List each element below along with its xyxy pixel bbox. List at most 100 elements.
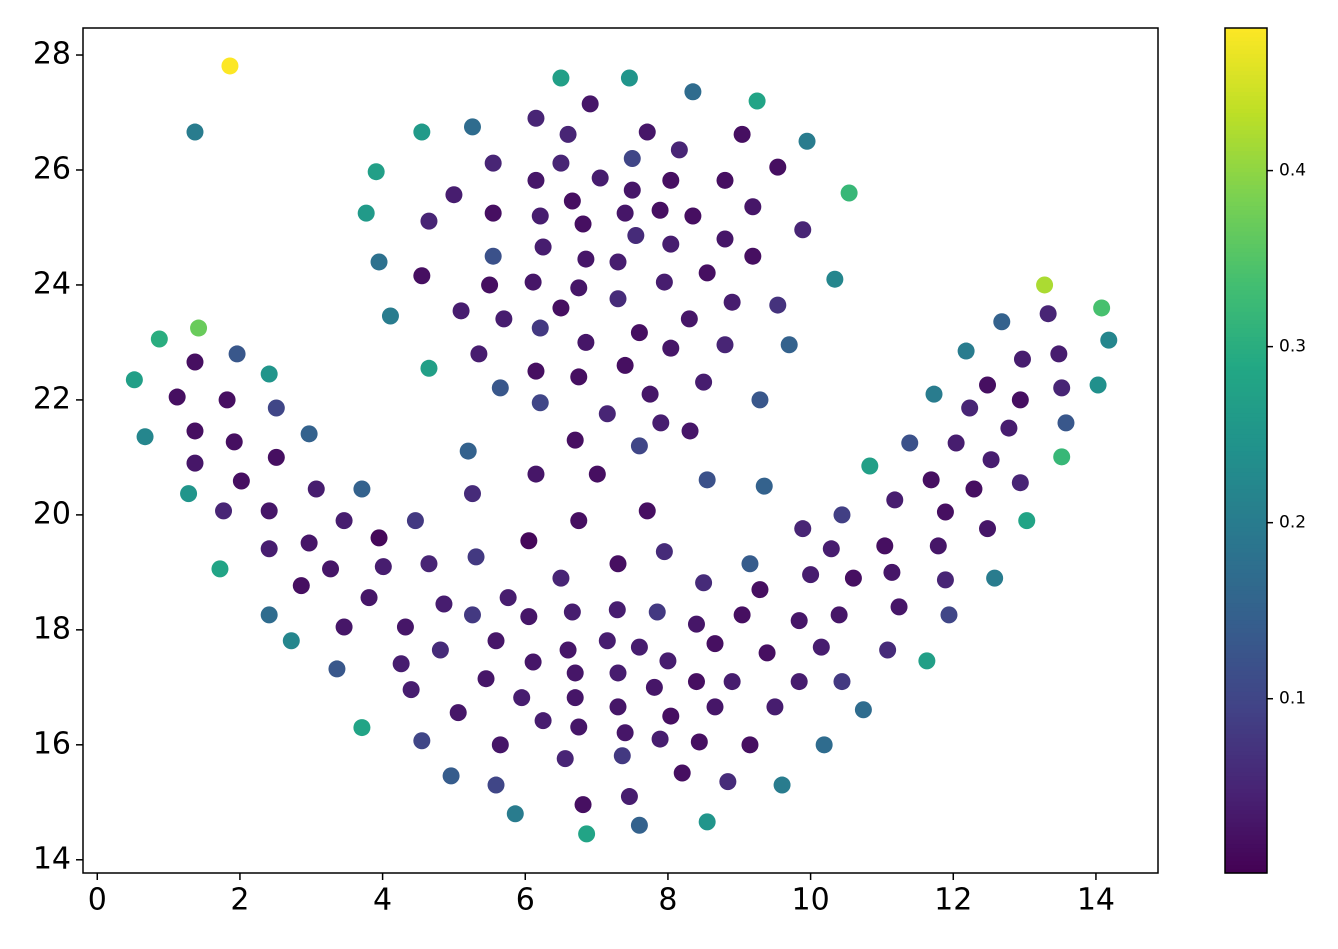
point bbox=[527, 465, 545, 483]
colorbar-gradient bbox=[1225, 344, 1267, 350]
point bbox=[598, 405, 616, 423]
point bbox=[136, 428, 154, 446]
point bbox=[659, 652, 677, 670]
point bbox=[467, 548, 485, 566]
point bbox=[706, 635, 724, 653]
colorbar-gradient bbox=[1225, 99, 1267, 105]
point bbox=[648, 603, 666, 621]
colorbar-gradient bbox=[1225, 822, 1267, 828]
point bbox=[481, 276, 499, 294]
colorbar-gradient bbox=[1225, 475, 1267, 481]
colorbar-gradient bbox=[1225, 349, 1267, 354]
point bbox=[484, 247, 502, 265]
point bbox=[463, 118, 481, 136]
colorbar-gradient bbox=[1225, 125, 1267, 130]
point bbox=[484, 154, 502, 172]
point bbox=[673, 764, 691, 782]
point bbox=[125, 371, 143, 389]
point bbox=[563, 603, 581, 621]
colorbar-gradient bbox=[1225, 758, 1267, 764]
point bbox=[1089, 376, 1107, 394]
colorbar-gradient bbox=[1225, 294, 1267, 299]
colorbar-gradient bbox=[1225, 792, 1267, 798]
colorbar-gradient bbox=[1225, 627, 1267, 633]
colorbar-gradient bbox=[1225, 74, 1267, 80]
colorbar-gradient bbox=[1225, 273, 1267, 278]
colorbar-gradient bbox=[1225, 720, 1267, 726]
colorbar-gradient bbox=[1225, 327, 1267, 333]
colorbar-gradient bbox=[1225, 682, 1267, 688]
point bbox=[559, 125, 577, 143]
point bbox=[531, 394, 549, 412]
point bbox=[420, 359, 438, 377]
colorbar-gradient bbox=[1225, 763, 1267, 768]
colorbar-gradient bbox=[1225, 433, 1267, 439]
colorbar-gradient bbox=[1225, 585, 1267, 591]
colorbar-gradient bbox=[1225, 733, 1267, 739]
point bbox=[470, 345, 488, 363]
colorbar-gradient bbox=[1225, 408, 1267, 414]
point bbox=[307, 480, 325, 498]
point bbox=[1057, 414, 1075, 432]
colorbar-gradient bbox=[1225, 357, 1267, 363]
x-tick-label: 14 bbox=[1077, 883, 1115, 918]
point bbox=[322, 560, 340, 578]
point bbox=[520, 608, 538, 626]
point bbox=[552, 569, 570, 587]
point bbox=[670, 141, 688, 159]
point bbox=[1093, 299, 1111, 317]
colorbar-gradient bbox=[1225, 729, 1267, 735]
y-tick-label: 26 bbox=[33, 151, 71, 186]
colorbar-gradient bbox=[1225, 197, 1267, 202]
colorbar-gradient bbox=[1225, 49, 1267, 54]
colorbar-gradient bbox=[1225, 104, 1267, 109]
colorbar-tick-label: 0.1 bbox=[1279, 689, 1306, 709]
colorbar-tick-label: 0.4 bbox=[1279, 161, 1306, 181]
point bbox=[620, 788, 638, 806]
point bbox=[840, 184, 858, 202]
point bbox=[798, 132, 816, 150]
point bbox=[630, 437, 648, 455]
colorbar-gradient bbox=[1225, 830, 1267, 836]
colorbar-gradient bbox=[1225, 619, 1267, 625]
colorbar-gradient bbox=[1225, 771, 1267, 777]
point bbox=[687, 673, 705, 691]
point bbox=[168, 388, 186, 406]
colorbar-gradient bbox=[1225, 142, 1267, 147]
point bbox=[520, 532, 538, 550]
point bbox=[499, 589, 517, 607]
point bbox=[741, 555, 759, 573]
point bbox=[513, 689, 531, 707]
x-tick-label: 6 bbox=[516, 883, 535, 918]
colorbar-gradient bbox=[1225, 847, 1267, 853]
point bbox=[524, 653, 542, 671]
colorbar-gradient bbox=[1225, 120, 1267, 126]
colorbar-gradient bbox=[1225, 213, 1267, 219]
colorbar-gradient bbox=[1225, 801, 1267, 806]
colorbar-gradient bbox=[1225, 82, 1267, 88]
colorbar-gradient bbox=[1225, 826, 1267, 832]
point bbox=[413, 267, 431, 285]
point bbox=[445, 186, 463, 204]
colorbar-gradient bbox=[1225, 311, 1267, 316]
colorbar-gradient bbox=[1225, 116, 1267, 122]
colorbar-gradient bbox=[1225, 615, 1267, 621]
colorbar-gradient bbox=[1225, 568, 1267, 574]
point bbox=[608, 601, 626, 619]
colorbar-gradient bbox=[1225, 611, 1267, 616]
point bbox=[563, 192, 581, 210]
point bbox=[392, 655, 410, 673]
point bbox=[570, 279, 588, 297]
point bbox=[883, 563, 901, 581]
colorbar-gradient bbox=[1225, 818, 1267, 823]
colorbar-gradient bbox=[1225, 226, 1267, 232]
colorbar-gradient bbox=[1225, 492, 1267, 498]
colorbar-gradient bbox=[1225, 458, 1267, 464]
point bbox=[687, 615, 705, 633]
colorbar-gradient bbox=[1225, 539, 1267, 545]
colorbar-gradient bbox=[1225, 665, 1267, 671]
colorbar-gradient bbox=[1225, 805, 1267, 811]
point bbox=[552, 69, 570, 87]
colorbar-gradient bbox=[1225, 780, 1267, 785]
point bbox=[524, 273, 542, 291]
